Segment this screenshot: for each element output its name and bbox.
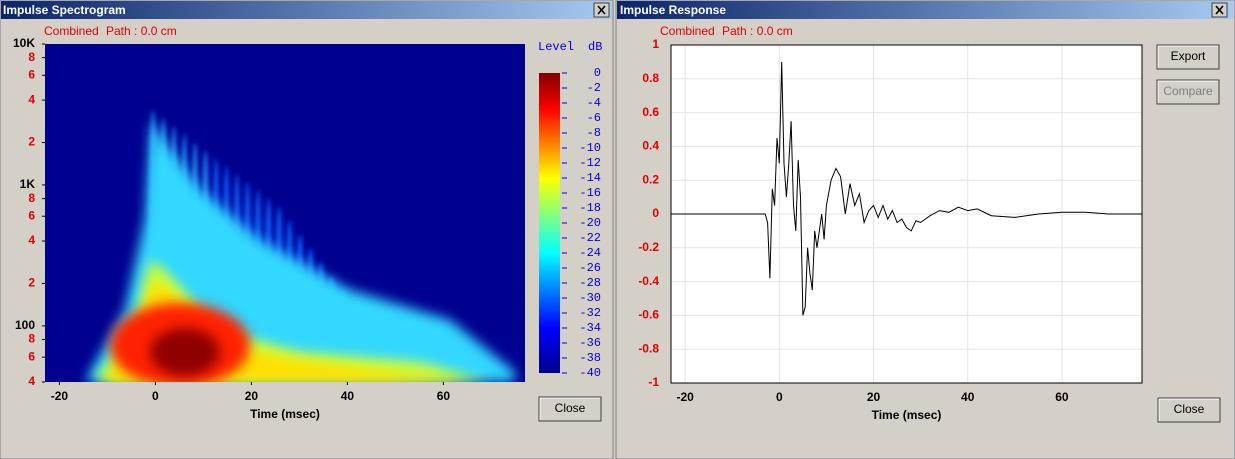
y-tick-label: 6	[28, 67, 35, 81]
colorbar	[539, 73, 560, 373]
y-tick-label: 0.6	[642, 105, 659, 119]
colorbar-tick-label: -20	[579, 216, 601, 230]
subtitle: Path : 0.0 cm	[722, 24, 793, 38]
y-tick-label: 0.4	[642, 139, 659, 153]
button-label: Close	[555, 401, 586, 415]
y-tick-label: 4	[28, 92, 35, 106]
y-tick-label: -0.6	[638, 308, 659, 322]
window-title: Impulse Response	[620, 3, 726, 17]
y-tick-label: -1	[648, 375, 659, 389]
x-tick-label: 60	[437, 389, 451, 403]
colorbar-tick-label: -40	[579, 366, 601, 380]
colorbar-tick-label: -12	[579, 156, 601, 170]
y-tick-label: 8	[28, 332, 35, 346]
x-axis-label: Time (msec)	[872, 408, 942, 422]
y-tick-label: 8	[28, 50, 35, 64]
colorbar-tick-label: -22	[579, 231, 601, 245]
line	[671, 61, 1142, 316]
x-tick-label: -20	[51, 389, 69, 403]
y-tick-label: 6	[28, 208, 35, 222]
window-title: Impulse Spectrogram	[3, 3, 126, 17]
button-face	[1156, 44, 1220, 70]
button[interactable]: Close	[538, 396, 602, 422]
x-tick-label: 20	[245, 389, 259, 403]
button-label: Close	[1174, 402, 1205, 416]
button-bevel	[1157, 80, 1218, 103]
button[interactable]: Compare	[1156, 79, 1220, 105]
button-bevel	[539, 397, 600, 420]
y-tick-label: 4	[28, 374, 35, 388]
colorbar-tick-label: -8	[587, 126, 601, 140]
y-tick-label: 6	[28, 349, 35, 363]
y-tick-label: 2	[28, 276, 35, 290]
close-window[interactable]	[593, 2, 610, 18]
x-tick-label: 60	[1055, 390, 1069, 404]
button-face	[1157, 397, 1221, 423]
title-bar	[617, 1, 1234, 19]
y-tick-label: 100	[15, 318, 35, 332]
x-tick-label: 20	[867, 390, 881, 404]
colorbar-tick-label: -14	[579, 171, 601, 185]
colorbar-tick-label: -4	[587, 96, 601, 110]
y-tick-label: -0.4	[638, 274, 659, 288]
button-bevel	[1158, 398, 1219, 421]
x-tick-label: 40	[961, 390, 975, 404]
colorbar-tick-label: 0	[594, 66, 601, 80]
colorbar-tick-label: -34	[579, 321, 601, 335]
button-face	[1156, 79, 1220, 105]
y-tick-label: 4	[28, 233, 35, 247]
y-tick-label: 1K	[20, 177, 36, 191]
colorbar-title: Level	[538, 40, 574, 54]
x-axis-label: Time (msec)	[250, 407, 320, 421]
colorbar-tick-label: -2	[587, 81, 601, 95]
y-tick-label: 2	[28, 135, 35, 149]
button[interactable]: Export	[1156, 44, 1220, 70]
x-tick-label: 0	[152, 389, 159, 403]
y-tick-label: -0.8	[638, 341, 659, 355]
colorbar-tick-label: -28	[579, 276, 601, 290]
colorbar-tick-label: -24	[579, 246, 601, 260]
button-label: Export	[1171, 49, 1206, 63]
x-tick-label: 40	[341, 389, 355, 403]
series-label: Combined	[660, 24, 715, 38]
series-label: Combined	[44, 24, 99, 38]
close-window[interactable]	[1211, 2, 1228, 18]
subtitle: Path : 0.0 cm	[106, 24, 177, 38]
colorbar-tick-label: -36	[579, 336, 601, 350]
y-tick-label: -0.2	[638, 240, 659, 254]
button[interactable]: Close	[1157, 397, 1221, 423]
colorbar-tick-label: -10	[579, 141, 601, 155]
colorbar-tick-label: -6	[587, 111, 601, 125]
colorbar-tick-label: -38	[579, 351, 601, 365]
colorbar-tick-label: -18	[579, 201, 601, 215]
x-tick-label: -20	[676, 390, 694, 404]
button-face	[538, 396, 602, 422]
plot-border	[670, 44, 1143, 384]
button-bevel	[1157, 45, 1218, 68]
y-tick-label: 10K	[13, 36, 35, 50]
y-tick-label: 0	[652, 206, 659, 220]
colorbar-tick-label: -16	[579, 186, 601, 200]
y-tick-label: 1	[652, 37, 659, 51]
y-tick-label: 0.8	[642, 71, 659, 85]
y-tick-label: 0.2	[642, 172, 659, 186]
button-label: Compare	[1163, 84, 1213, 98]
spectrogram	[45, 44, 525, 382]
colorbar-unit: dB	[588, 40, 602, 54]
colorbar-tick-label: -30	[579, 291, 601, 305]
x-tick-label: 0	[776, 390, 783, 404]
colorbar-tick-label: -26	[579, 261, 601, 275]
colorbar-tick-label: -32	[579, 306, 601, 320]
title-bar	[1, 1, 612, 19]
y-tick-label: 8	[28, 191, 35, 205]
